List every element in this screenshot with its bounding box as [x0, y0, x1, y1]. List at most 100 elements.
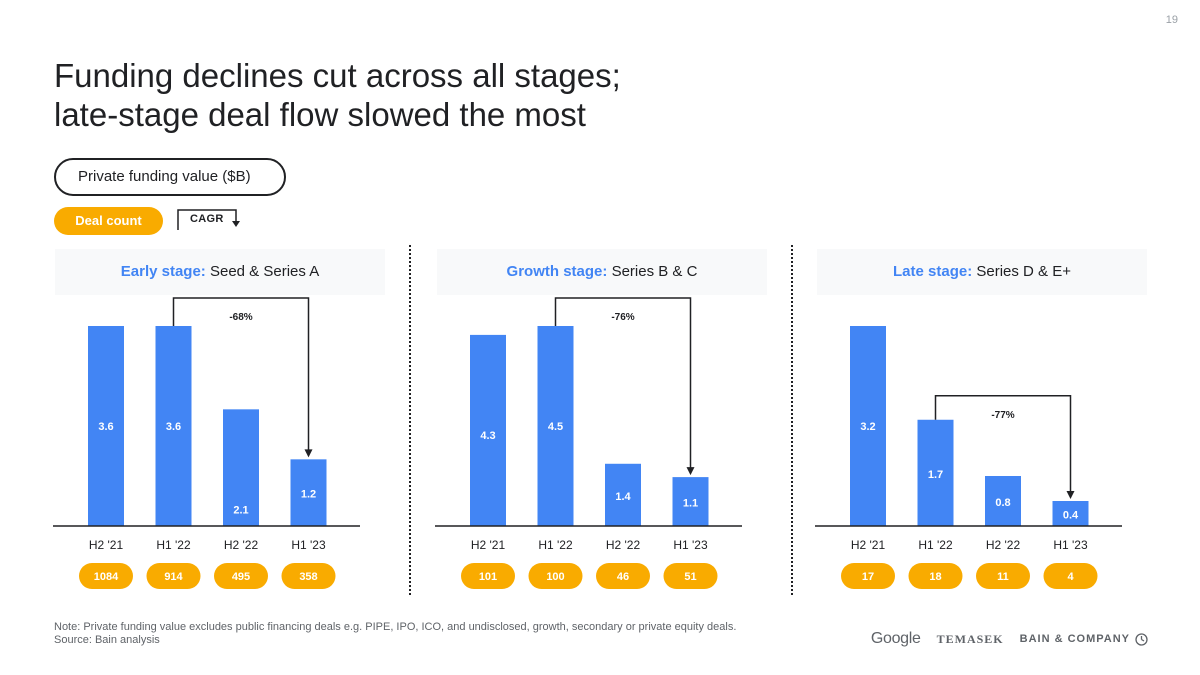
deal-count-pill — [841, 563, 895, 589]
deal-count-pill — [663, 563, 718, 589]
bar-value-label: 1.1 — [683, 498, 698, 510]
deal-count-pill — [976, 563, 1030, 589]
deal-count-pill — [281, 563, 336, 589]
category-tick-label: H2 '21 — [851, 538, 886, 552]
cagr-arrowhead — [686, 467, 695, 476]
category-tick-label: H2 '21 — [471, 538, 506, 552]
cagr-arrowhead — [1066, 491, 1075, 499]
category-tick-label: H1 '22 — [918, 538, 953, 552]
bar — [470, 334, 506, 526]
stage-rounds: Series D & E+ — [976, 263, 1071, 280]
cagr-bracket — [172, 297, 310, 451]
cagr-bracket — [554, 297, 692, 469]
deal-count-label: 1084 — [94, 571, 119, 583]
bar-value-label: 1.7 — [928, 469, 943, 481]
deal-count-label: 51 — [684, 571, 696, 583]
category-tick-label: H2 '21 — [89, 538, 124, 552]
bar-value-label: 1.4 — [615, 491, 631, 503]
panel-header: Growth stage: Series B & C — [437, 249, 767, 295]
deal-count-label: 46 — [617, 571, 629, 583]
bar — [605, 463, 641, 526]
bar-value-label: 2.1 — [233, 504, 248, 516]
bar — [155, 326, 192, 526]
bar — [985, 476, 1021, 526]
early-stage-chart: 3.6 H2 '21 1084 3.6 H1 '22 914 2.1 H2 '22 495 1.2… — [53, 297, 360, 589]
bar — [537, 326, 574, 526]
footer-note: Note: Private funding value excludes pub… — [54, 621, 736, 647]
panel-header: Early stage: Seed & Series A — [55, 249, 385, 295]
bain-logo-text: BAIN & COMPANY — [1019, 633, 1130, 645]
bar — [1052, 501, 1089, 526]
temasek-logo: TEMASEK — [936, 631, 1004, 646]
title-line-2: late-stage deal flow slowed the most — [54, 96, 586, 133]
deal-count-pill — [214, 563, 268, 589]
cagr-label: -77% — [991, 410, 1014, 421]
bar — [850, 326, 886, 526]
cagr-arrowhead — [304, 449, 313, 458]
bar-value-label: 1.2 — [301, 489, 316, 501]
deal-count-pill — [596, 563, 650, 589]
late-stage-chart: 3.2 H2 '21 17 1.7 H1 '22 18 0.8 H2 '22 11 0.4 H1 '… — [815, 326, 1122, 589]
deal-count-pill — [79, 563, 133, 589]
category-tick-label: H1 '23 — [673, 538, 708, 552]
cagr-legend: CAGR — [176, 208, 240, 230]
bar-value-label: 4.5 — [548, 421, 563, 433]
deal-count-pill — [908, 563, 963, 589]
bar-value-label: 3.6 — [98, 421, 113, 433]
bar — [917, 419, 954, 526]
page-number: 19 — [1165, 14, 1178, 26]
deal-count-pill — [1043, 563, 1098, 589]
bar-value-label: 4.3 — [480, 430, 495, 442]
deal-count-label: 4 — [1067, 571, 1074, 583]
panel-header: Late stage: Series D & E+ — [817, 249, 1147, 295]
panel-divider-2 — [791, 245, 793, 595]
deal-count-label: 11 — [997, 571, 1009, 583]
growth-stage-chart: 4.3 H2 '21 101 4.5 H1 '22 100 1.4 H2 '22 46 1.1 H1… — [435, 297, 742, 589]
cagr-legend-label: CAGR — [190, 213, 224, 225]
panel-divider-1 — [409, 245, 411, 595]
funding-value-legend: Private funding value ($B) — [54, 158, 286, 196]
google-logo: Google — [870, 630, 921, 647]
category-tick-label: H1 '23 — [291, 538, 326, 552]
cagr-bracket-icon — [177, 209, 240, 230]
page-title: Funding declines cut across all stages; … — [54, 56, 621, 134]
deal-count-legend: Deal count — [54, 207, 163, 235]
deal-count-pill — [146, 563, 201, 589]
bar — [672, 477, 709, 526]
stage-name: Growth stage: — [506, 263, 608, 280]
deal-count-label: 495 — [232, 571, 250, 583]
footnote: Note: Private funding value excludes pub… — [54, 621, 737, 633]
bar — [290, 459, 327, 526]
bar — [88, 326, 124, 526]
deal-count-label: 100 — [546, 571, 564, 583]
deal-count-label: 358 — [299, 571, 317, 583]
partner-logos: Google TEMASEK BAIN & COMPANY — [871, 630, 1148, 648]
category-tick-label: H1 '22 — [156, 538, 191, 552]
stage-rounds: Seed & Series A — [209, 263, 320, 280]
stage-name: Early stage: — [120, 263, 206, 280]
bar-value-label: 0.8 — [995, 497, 1010, 509]
stage-rounds: Series B & C — [611, 263, 698, 280]
deal-count-pill — [528, 563, 583, 589]
category-tick-label: H2 '22 — [606, 538, 641, 552]
bar-value-label: 3.6 — [166, 421, 181, 433]
deal-count-label: 101 — [479, 571, 497, 583]
category-tick-label: H1 '23 — [1053, 538, 1088, 552]
cagr-bracket — [934, 395, 1072, 492]
title-line-1: Funding declines cut across all stages; — [54, 57, 621, 94]
late-stage-panel: Late stage: Series D & E+ 3.2 H2 '21 17 1.7… — [815, 245, 1147, 595]
early-stage-panel: Early stage: Seed & Series A 3.6 H2 '21 10… — [53, 245, 385, 595]
category-tick-label: H2 '22 — [986, 538, 1021, 552]
category-tick-label: H1 '22 — [538, 538, 573, 552]
category-tick-label: H2 '22 — [224, 538, 259, 552]
stage-name: Late stage: — [893, 263, 973, 280]
bain-logo: BAIN & COMPANY — [1019, 632, 1148, 646]
deal-count-pill — [461, 563, 515, 589]
bar — [223, 409, 259, 526]
growth-stage-panel: Growth stage: Series B & C 4.3 H2 '21 101 4… — [435, 245, 767, 595]
source-line: Source: Bain analysis — [54, 634, 160, 646]
deal-count-label: 914 — [164, 571, 183, 583]
cagr-label: -76% — [611, 312, 634, 323]
bar-value-label: 0.4 — [1063, 510, 1079, 522]
bain-clock-icon — [1135, 632, 1148, 646]
